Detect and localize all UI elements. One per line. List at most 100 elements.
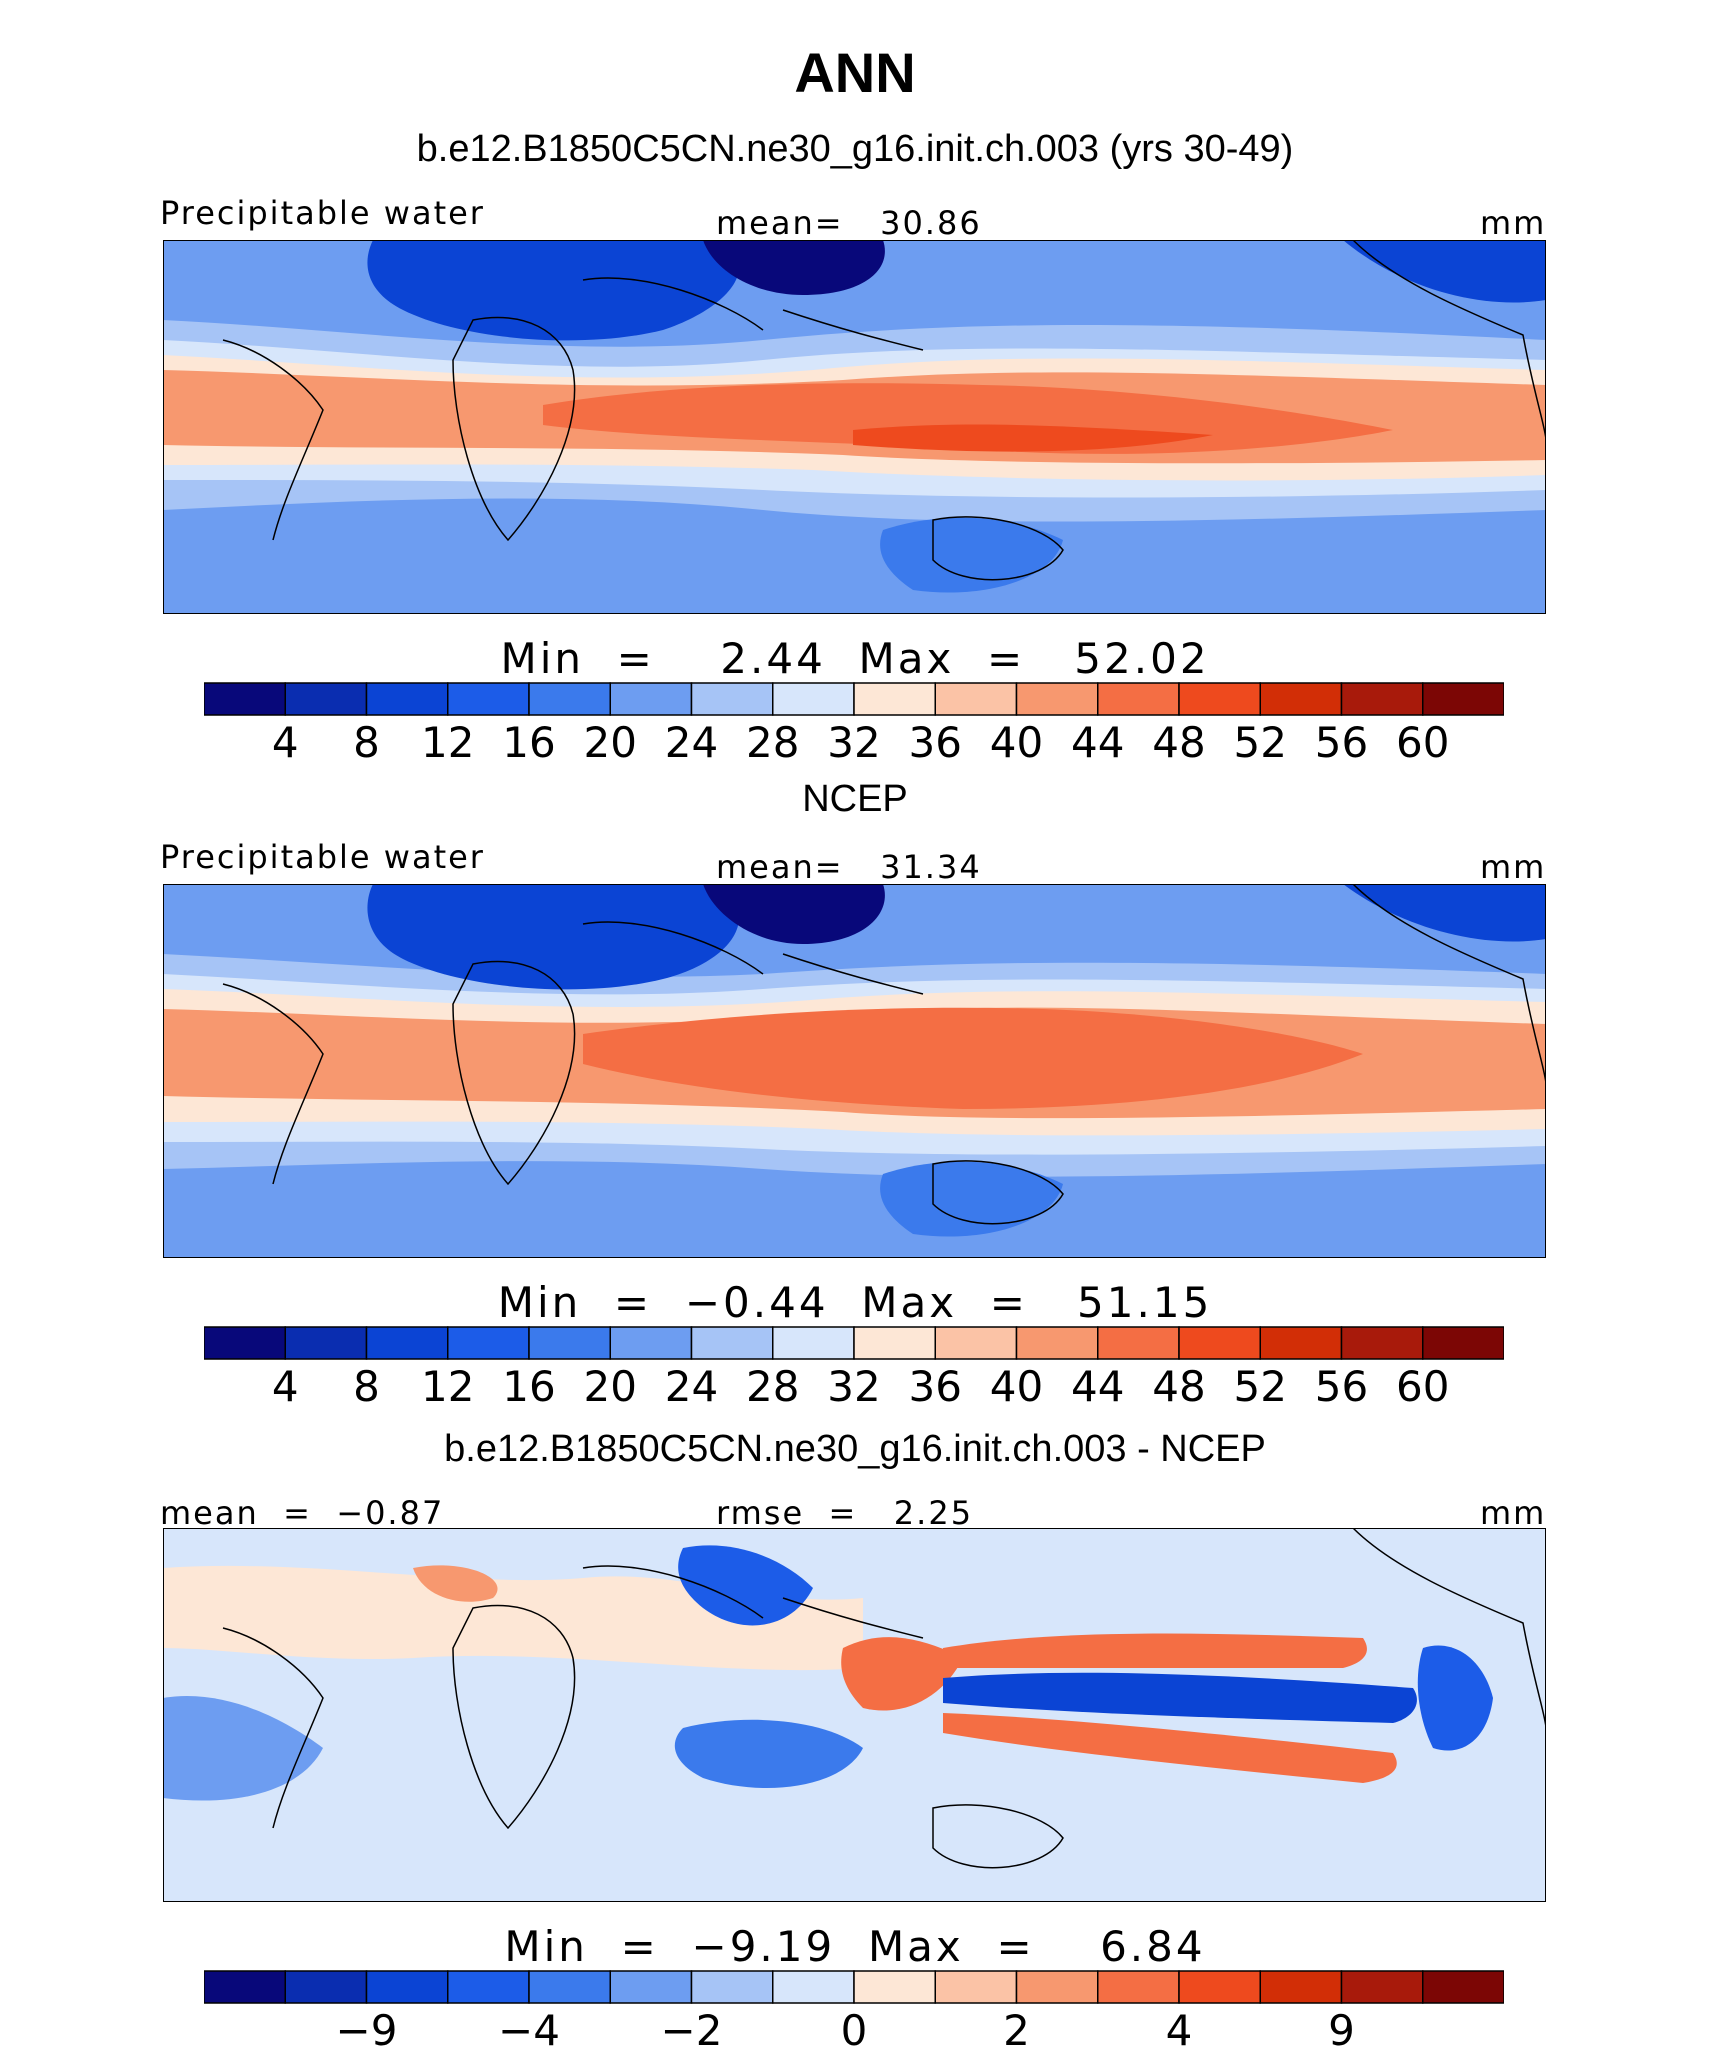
panel2-warm-pool [583,1007,1363,1109]
colorbar-box [1422,1970,1504,2004]
colorbar-box [1340,1326,1424,1360]
panel2-coastlines [222,883,1547,1225]
panel1-dry-tibet [703,240,885,295]
colorbar-tick-label: 24 [664,718,719,767]
colorbar-box [447,682,530,716]
colorbar-tick-label: 20 [583,1362,637,1411]
panel1-min-value: 2.44 [720,634,826,683]
colorbar-tick-label: 32 [827,718,881,767]
panel2-units: mm [1480,848,1547,886]
colorbar-box [1422,682,1504,716]
panel3-colorbar [204,1970,1504,2004]
colorbar-box [528,1970,611,2004]
colorbar-tick-label: 44 [1071,718,1125,767]
colorbar-tick-label: 20 [583,718,637,767]
colorbar-box [204,1970,286,2004]
panel2-map [162,883,1547,1259]
colorbar-box [1340,682,1424,716]
colorbar-box [609,1326,693,1360]
colorbar-box [1015,1970,1099,2004]
colorbar-tick-label: 40 [989,1362,1044,1411]
colorbar-box [1097,682,1180,716]
panel1-dry-northamerica [1343,240,1546,303]
panel1-coastlines [222,239,1547,581]
reference-subtitle: NCEP [802,778,908,820]
colorbar-box [853,1970,936,2004]
colorbar-tick-label: 28 [746,718,800,767]
colorbar-tick-label: 36 [908,718,962,767]
panel1-colorbar [204,682,1504,716]
colorbar-box [528,682,611,716]
panel3-coastlines [222,1527,1547,1869]
colorbar-tick-label: 16 [502,718,556,767]
panel1-units: mm [1480,204,1547,242]
colorbar-box [1178,1326,1261,1360]
colorbar-tick-label: 56 [1314,718,1369,767]
colorbar-box [609,1970,693,2004]
panel2-variable-label: Precipitable water [160,838,485,876]
panel3-warm-band-south [943,1713,1397,1783]
colorbar-box [365,682,449,716]
colorbar-box [1422,1326,1504,1360]
panel3-mean-label: mean = −0.87 [160,1494,445,1532]
panel2-dry-africa [367,884,740,990]
panel1-map [162,239,1547,615]
colorbar-box [1259,1326,1343,1360]
colorbar-box [365,1326,449,1360]
panel3-cool-tibet [678,1545,813,1626]
colorbar-box [1259,1970,1343,2004]
panel3-warm-band-north [943,1633,1367,1668]
panel3-cool-southamerica [163,1696,323,1801]
colorbar-tick-label: 48 [1152,1362,1206,1411]
panel1-colorbar-svg [204,682,1504,716]
colorbar-box [284,1970,368,2004]
colorbar-tick-label: 24 [664,1362,719,1411]
colorbar-box [1097,1970,1180,2004]
colorbar-tick-label: −2 [660,2006,723,2055]
colorbar-box [772,682,855,716]
colorbar-box [284,1326,368,1360]
panel3-max-value: 6.84 [1100,1922,1206,1971]
colorbar-box [365,1970,449,2004]
colorbar-tick-label: 4 [1165,2006,1193,2055]
panel1-mean-label: mean= 30.86 [716,204,982,242]
panel1-variable-label: Precipitable water [160,194,485,232]
panel1-dry-africa [367,240,740,341]
panel3-mean-value: −0.87 [336,1494,445,1532]
panel3-rmse-value: 2.25 [893,1494,974,1532]
colorbar-tick-label: 4 [271,718,299,767]
colorbar-tick-label: −9 [335,2006,398,2055]
colorbar-tick-label: 8 [353,718,380,767]
figure-title: ANN [794,41,916,104]
colorbar-tick-label: −4 [498,2006,560,2055]
colorbar-box [1340,1970,1424,2004]
colorbar-box [690,682,774,716]
colorbar-box [1015,1326,1099,1360]
colorbar-box [447,1326,530,1360]
colorbar-tick-label: 44 [1071,1362,1125,1411]
colorbar-box [284,682,368,716]
colorbar-box [934,682,1018,716]
colorbar-box [1097,1326,1180,1360]
panel3-map [162,1527,1547,1903]
panel3-cool-indian [674,1719,863,1788]
panel2-colorbar [204,1326,1504,1360]
panel3-warm-maritime [841,1637,963,1711]
colorbar-box [609,682,693,716]
colorbar-tick-label: 60 [1396,718,1450,767]
panel2-max-value: 51.15 [1077,1278,1213,1327]
colorbar-box [528,1326,611,1360]
panel3-cool-band-equator [943,1672,1417,1723]
panel2-dry-tibet [703,884,885,944]
colorbar-tick-label: 12 [421,718,475,767]
colorbar-box [204,682,286,716]
colorbar-tick-label: 60 [1396,1362,1450,1411]
colorbar-tick-label: 40 [989,718,1044,767]
panel1-warm-core [853,424,1213,452]
colorbar-tick-label: 12 [421,1362,475,1411]
colorbar-box [1015,682,1099,716]
colorbar-tick-label: 28 [746,1362,800,1411]
panel1-mean-value: 30.86 [880,204,982,242]
colorbar-tick-label: 0 [840,2006,868,2055]
colorbar-box [1178,1970,1261,2004]
